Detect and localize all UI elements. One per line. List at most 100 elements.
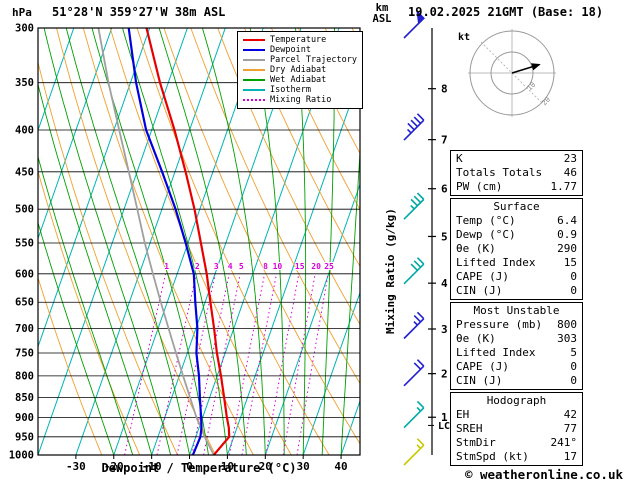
legend-swatch [243, 79, 265, 81]
stat-row-cin-j-: CIN (J) 0 [451, 284, 582, 298]
svg-text:10: 10 [221, 460, 234, 473]
svg-text:1000: 1000 [9, 450, 34, 462]
svg-text:3: 3 [214, 262, 219, 271]
svg-text:-10: -10 [142, 460, 162, 473]
stats-box-surface: Surface Temp (°C) 6.4 Dewp (°C) 0.9 θe (K) 290… [450, 198, 583, 300]
pressure-tick-labels: 300 350 400 450 500 550 600 650 700 750 800 850 900 9… [9, 23, 34, 462]
stats-box-title: Most Unstable [473, 304, 560, 317]
stat-label: Lifted Index [456, 346, 536, 359]
svg-text:20: 20 [540, 95, 552, 107]
svg-text:750: 750 [15, 347, 34, 359]
svg-text:300: 300 [15, 23, 34, 35]
svg-text:-30: -30 [66, 460, 86, 473]
legend-swatch [243, 99, 265, 101]
svg-text:1: 1 [164, 262, 169, 271]
stat-label: Pressure (mb) [456, 318, 543, 331]
stat-row--e-k-: θe (K) 290 [451, 242, 582, 256]
stat-label: CAPE (J) [456, 360, 509, 373]
svg-text:5: 5 [441, 230, 448, 243]
stat-label: Totals Totals [456, 166, 543, 179]
stats-box-title: Hodograph [486, 394, 547, 407]
wind-barb-400 [403, 113, 425, 141]
svg-text:20: 20 [311, 262, 321, 271]
stat-value: 0.9 [557, 228, 577, 241]
stat-row-cape-j-: CAPE (J) 0 [451, 270, 582, 284]
stat-label: CIN (J) [456, 374, 503, 387]
svg-text:-20: -20 [104, 460, 124, 473]
svg-text:7: 7 [441, 134, 448, 147]
stat-value: 241° [550, 436, 578, 449]
stat-value: 0 [570, 374, 577, 387]
stat-row-dewp-c-: Dewp (°C) 0.9 [451, 228, 582, 242]
stat-row-pressure-mb-: Pressure (mb) 800 [451, 318, 582, 332]
stat-value: 17 [563, 450, 577, 463]
stats-box-most-unstable: Most Unstable Pressure (mb) 800 θe (K) 303 Li… [450, 302, 583, 390]
legend-label: Dry Adiabat [270, 65, 327, 75]
wind-barb-700 [403, 311, 425, 340]
temperature-tick-labels: -30 -20 -10 0 10 20 30 40 [66, 455, 348, 473]
stat-label: CAPE (J) [456, 270, 509, 283]
altitude-axis: 1 2 3 4 5 6 7 8 LCL [428, 28, 456, 455]
dewpoint-curve [127, 28, 203, 455]
svg-text:8: 8 [441, 83, 448, 96]
km-label: km [375, 2, 389, 14]
svg-text:450: 450 [15, 166, 34, 178]
stat-value: 6.4 [557, 214, 577, 227]
pressure-axis-unit: hPa [12, 6, 32, 19]
svg-text:6: 6 [441, 183, 448, 196]
legend-item-parcel-trajectory: Parcel Trajectory [243, 55, 357, 65]
stat-label: CIN (J) [456, 284, 503, 297]
svg-text:8: 8 [263, 262, 268, 271]
svg-text:1: 1 [441, 411, 448, 424]
svg-text:10: 10 [526, 81, 538, 93]
stat-row-cin-j-: CIN (J) 0 [451, 374, 582, 388]
stat-label: Lifted Index [456, 256, 536, 269]
svg-text:350: 350 [15, 77, 34, 89]
legend-swatch [243, 89, 265, 91]
stat-value: 0 [570, 360, 577, 373]
stat-label: PW (cm) [456, 180, 503, 193]
legend-label: Dewpoint [270, 45, 311, 55]
svg-text:10: 10 [273, 262, 283, 271]
svg-text:25: 25 [324, 262, 334, 271]
stat-label: StmDir [456, 436, 496, 449]
legend-swatch [243, 59, 265, 61]
legend-label: Temperature [270, 35, 327, 45]
station-title: 51°28'N 359°27'W 38m ASL [52, 5, 226, 19]
svg-text:550: 550 [15, 237, 34, 249]
sounding-curves [97, 28, 231, 455]
stat-value: 23 [563, 152, 577, 165]
temperature-curve [145, 28, 231, 455]
svg-text:650: 650 [15, 297, 34, 309]
svg-text:800: 800 [15, 370, 34, 382]
parcel-trajectory-curve [97, 28, 215, 455]
asl-label: ASL [372, 13, 392, 25]
legend-label: Parcel Trajectory [270, 55, 357, 65]
stat-label: Dewp (°C) [456, 228, 516, 241]
mixing-ratio-lines [124, 273, 329, 455]
legend-item-temperature: Temperature [243, 35, 357, 45]
stat-value: 800 [557, 318, 577, 331]
mixing-ratio-axis-label: Mixing Ratio (g/kg) [384, 208, 397, 334]
wind-barbs [403, 9, 425, 466]
svg-text:700: 700 [15, 323, 34, 335]
legend-item-dewpoint: Dewpoint [243, 45, 357, 55]
legend-item-isotherm: Isotherm [243, 85, 357, 95]
stat-value: 0 [570, 284, 577, 297]
svg-text:600: 600 [15, 268, 34, 280]
legend-swatch [243, 69, 265, 71]
stat-row--e-k-: θe (K) 303 [451, 332, 582, 346]
svg-text:0: 0 [186, 460, 193, 473]
svg-text:850: 850 [15, 392, 34, 404]
svg-text:4: 4 [228, 262, 233, 271]
hodograph-wind-vector [511, 63, 541, 74]
stat-row-stmspd-kt-: StmSpd (kt) 17 [451, 450, 582, 464]
stats-box-title: Surface [493, 200, 540, 213]
legend-item-wet-adiabat: Wet Adiabat [243, 75, 357, 85]
stat-label: StmSpd (kt) [456, 450, 529, 463]
stat-value: 15 [563, 256, 577, 269]
stat-label: K [456, 152, 463, 165]
legend-label: Wet Adiabat [270, 75, 327, 85]
stat-value: 77 [563, 422, 577, 435]
